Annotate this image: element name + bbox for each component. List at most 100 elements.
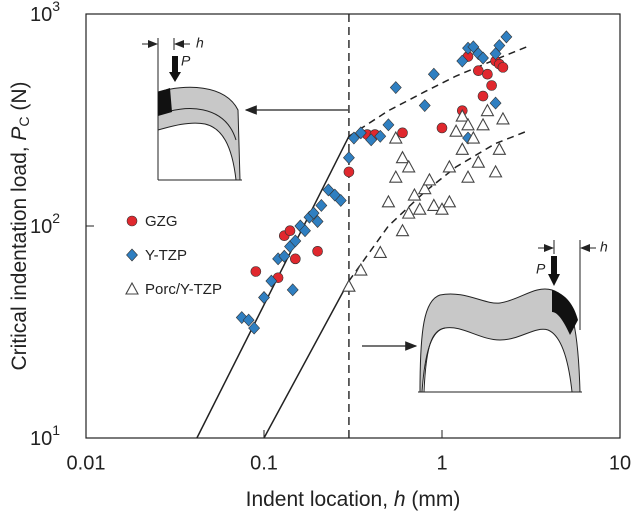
y-tick-label: 103 bbox=[30, 0, 60, 26]
x-tick-label: 10 bbox=[609, 452, 631, 474]
point bbox=[456, 54, 469, 68]
point bbox=[354, 126, 367, 140]
tick-exp: 3 bbox=[52, 0, 60, 14]
legend-marker bbox=[126, 215, 138, 227]
point bbox=[290, 253, 301, 265]
point bbox=[395, 223, 410, 237]
point bbox=[250, 266, 262, 277]
x-tick-label: 0.01 bbox=[67, 452, 106, 474]
x-axis-label: Indent location, h (mm) bbox=[246, 488, 461, 511]
tick-base: 10 bbox=[30, 428, 52, 450]
point bbox=[289, 234, 302, 248]
point bbox=[242, 313, 255, 327]
point bbox=[493, 39, 506, 52]
point bbox=[395, 150, 410, 164]
fit-line bbox=[348, 46, 528, 137]
point bbox=[348, 131, 360, 145]
fit-line bbox=[196, 135, 350, 439]
point bbox=[496, 111, 510, 125]
point bbox=[334, 193, 347, 207]
point bbox=[500, 30, 513, 44]
point bbox=[436, 122, 448, 134]
point bbox=[476, 117, 490, 131]
fit-line bbox=[348, 130, 528, 282]
tick-base: 10 bbox=[30, 4, 52, 26]
point bbox=[412, 202, 427, 215]
legend-label: Y-TZP bbox=[145, 247, 187, 264]
inset-left: h P bbox=[142, 35, 348, 181]
point bbox=[342, 279, 356, 292]
point bbox=[473, 65, 484, 77]
point bbox=[401, 205, 416, 219]
annotation: h bbox=[196, 35, 204, 51]
tick-exp: 2 bbox=[52, 210, 60, 226]
point bbox=[442, 159, 457, 173]
tick-base: 10 bbox=[30, 216, 52, 238]
indenter bbox=[172, 56, 178, 72]
point bbox=[299, 224, 311, 238]
point bbox=[426, 198, 441, 212]
point bbox=[258, 291, 270, 304]
indenter bbox=[169, 72, 181, 82]
point bbox=[477, 90, 489, 102]
point bbox=[466, 130, 481, 144]
inset-right: P h bbox=[362, 239, 608, 393]
annotation: P bbox=[181, 53, 191, 69]
point bbox=[442, 194, 457, 208]
inset-layer bbox=[423, 327, 446, 393]
point bbox=[482, 68, 493, 80]
point bbox=[497, 62, 509, 73]
point bbox=[471, 155, 486, 168]
point bbox=[455, 142, 470, 155]
y-tick-label: 101 bbox=[30, 422, 60, 451]
point bbox=[388, 169, 403, 183]
point bbox=[388, 130, 403, 144]
point bbox=[284, 225, 296, 237]
point bbox=[435, 202, 449, 215]
inset-layer bbox=[419, 288, 581, 393]
point bbox=[265, 274, 278, 288]
annotation: P bbox=[536, 261, 546, 277]
x-tick-label: 1 bbox=[436, 452, 447, 474]
point bbox=[455, 108, 470, 122]
point bbox=[315, 199, 328, 212]
point bbox=[382, 118, 395, 132]
point bbox=[373, 245, 388, 259]
point bbox=[488, 164, 503, 178]
point bbox=[397, 127, 408, 139]
point bbox=[477, 51, 489, 65]
point bbox=[427, 67, 440, 81]
legend-label: GZG bbox=[145, 213, 178, 230]
point bbox=[374, 129, 387, 143]
legend-marker bbox=[126, 248, 138, 262]
inset-layer bbox=[157, 86, 241, 181]
point bbox=[486, 80, 497, 91]
point bbox=[311, 215, 324, 228]
point bbox=[312, 245, 323, 257]
tick-exp: 1 bbox=[52, 422, 60, 438]
legend-label: Porc/Y-TZP bbox=[145, 281, 222, 298]
point bbox=[492, 142, 507, 155]
point bbox=[286, 283, 299, 297]
point bbox=[480, 103, 495, 117]
y-axis-label: Critical indentation load, PC (N) bbox=[8, 81, 32, 370]
point bbox=[449, 124, 464, 137]
indenter bbox=[551, 256, 557, 274]
point bbox=[461, 169, 475, 183]
indenter bbox=[548, 274, 560, 286]
point bbox=[353, 262, 368, 276]
inset-crack bbox=[158, 88, 172, 116]
point bbox=[278, 249, 291, 263]
point bbox=[343, 151, 355, 165]
point bbox=[365, 133, 378, 147]
point bbox=[418, 99, 431, 112]
legend-marker bbox=[125, 281, 139, 295]
point bbox=[489, 96, 502, 110]
point bbox=[381, 194, 396, 208]
point bbox=[461, 117, 475, 131]
annotation: h bbox=[600, 239, 608, 255]
x-tick-label: 0.1 bbox=[250, 452, 278, 474]
point bbox=[343, 166, 355, 178]
point bbox=[248, 321, 261, 335]
